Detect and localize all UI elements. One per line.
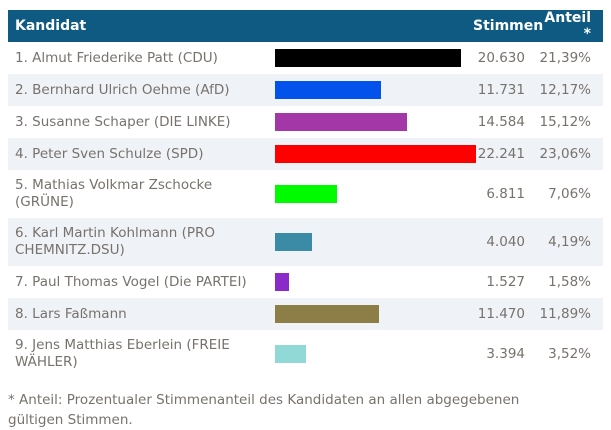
table-row: 5. Mathias Volkmar Zschocke (GRÜNE) 6.811… [8,170,603,218]
vote-share-bar [275,113,407,131]
share-value: 4,19% [548,233,591,250]
table-row: 4. Peter Sven Schulze (SPD) 22.241 23,06% [8,138,603,170]
vote-share-bar [275,49,461,67]
candidate-name: 5. Mathias Volkmar Zschocke (GRÜNE) [15,177,213,210]
share-value: 7,06% [548,185,591,202]
votes-value: 14.584 [477,113,525,130]
candidate-name: 8. Lars Faßmann [15,305,127,322]
table-row: 2. Bernhard Ulrich Oehme (AfD) 11.731 12,1… [8,74,603,106]
votes-value: 1.527 [486,273,525,290]
vote-share-bar-cell [268,106,473,138]
vote-share-bar-cell [268,42,473,74]
vote-share-bar [275,273,289,291]
candidate-name: 7. Paul Thomas Vogel (Die PARTEI) [15,273,247,290]
vote-share-bar [275,81,381,99]
vote-share-bar-cell [268,170,473,218]
share-value: 23,06% [539,145,591,162]
candidate-name: 6. Karl Martin Kohlmann (PRO CHEMNITZ.DS… [15,225,216,258]
vote-share-bar-cell [268,330,473,378]
table-row: 8. Lars Faßmann 11.470 11,89% [8,298,603,330]
votes-value: 22.241 [477,145,525,162]
footnote: * Anteil: Prozentualer Stimmenanteil des… [8,392,520,428]
votes-value: 6.811 [486,185,525,202]
vote-share-bar [275,305,379,323]
candidate-name: 9. Jens Matthias Eberlein (FREIE WÄHLER) [15,337,230,370]
col-header-stimmen: Stimmen [473,10,543,42]
table-row: 6. Karl Martin Kohlmann (PRO CHEMNITZ.DS… [8,218,603,266]
col-header-anteil: Anteil * [533,10,603,42]
vote-share-bar [275,185,337,203]
share-value: 1,58% [548,273,591,290]
candidate-name: 2. Bernhard Ulrich Oehme (AfD) [15,81,230,98]
results-table-body: 1. Almut Friederike Patt (CDU) 20.630 21,3… [8,42,603,378]
share-value: 3,52% [548,345,591,362]
table-row: 3. Susanne Schaper (DIE LINKE) 14.584 15,1… [8,106,603,138]
votes-value: 11.731 [477,81,525,98]
share-value: 21,39% [539,49,591,66]
votes-value: 20.630 [477,49,525,66]
candidate-name: 3. Susanne Schaper (DIE LINKE) [15,113,231,130]
vote-share-bar [275,145,476,163]
share-value: 12,17% [539,81,591,98]
vote-share-bar [275,345,306,363]
results-table: Kandidat Stimmen Anteil * 1. Almut Fried… [8,10,603,378]
vote-share-bar [275,233,312,251]
vote-share-bar-cell [268,218,473,266]
candidate-name: 1. Almut Friederike Patt (CDU) [15,49,218,66]
share-value: 15,12% [539,113,591,130]
table-row: 9. Jens Matthias Eberlein (FREIE WÄHLER)… [8,330,603,378]
results-table-header: Kandidat Stimmen Anteil * [8,10,603,42]
vote-share-bar-cell [268,266,473,298]
vote-share-bar-cell [268,74,473,106]
votes-value: 4.040 [486,233,525,250]
candidate-name: 4. Peter Sven Schulze (SPD) [15,145,204,162]
votes-value: 11.470 [477,305,525,322]
vote-share-bar-cell [268,138,476,170]
votes-value: 3.394 [486,345,525,362]
vote-share-bar-cell [268,298,473,330]
table-row: 1. Almut Friederike Patt (CDU) 20.630 21,3… [8,42,603,74]
col-header-kandidat: Kandidat [8,10,473,42]
share-value: 11,89% [539,305,591,322]
table-row: 7. Paul Thomas Vogel (Die PARTEI) 1.527 1,… [8,266,603,298]
